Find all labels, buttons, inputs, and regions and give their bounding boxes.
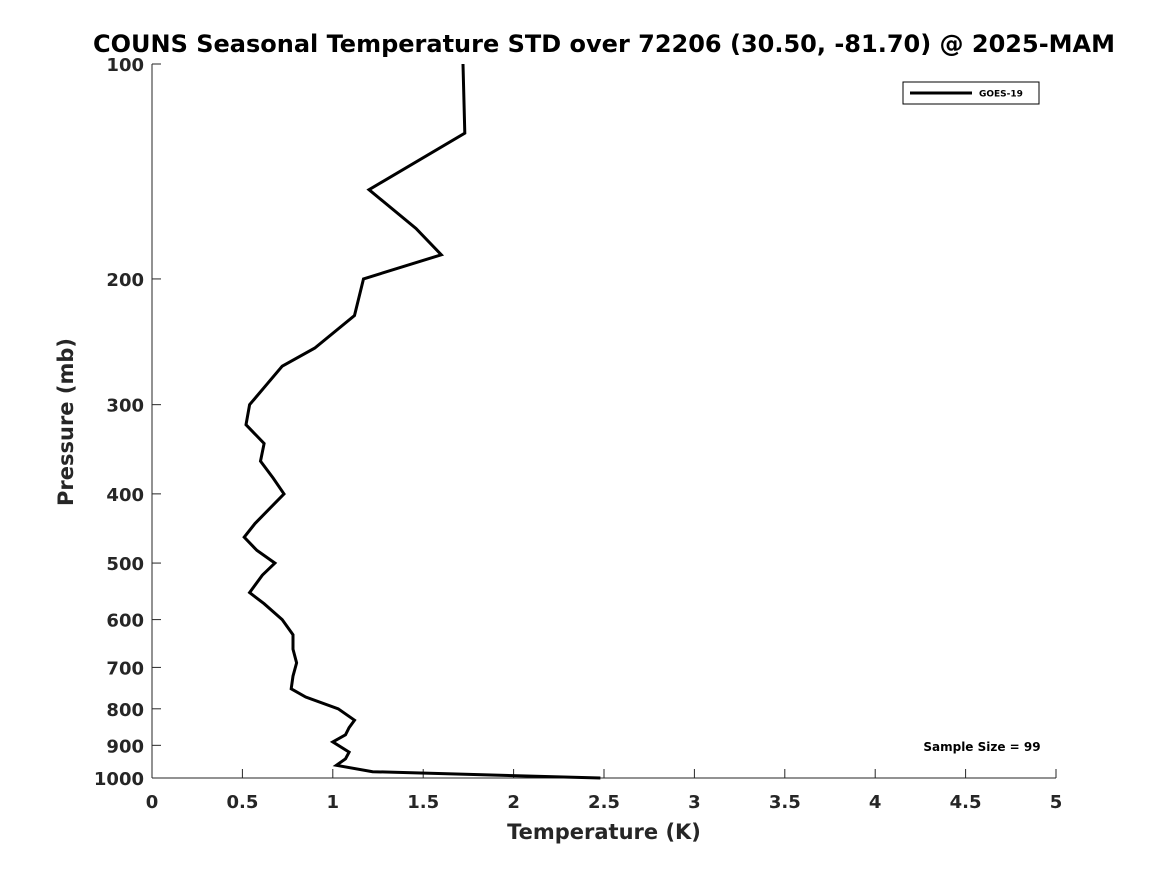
x-tick-label: 5	[1050, 792, 1063, 813]
x-tick-label: 0	[146, 792, 159, 813]
x-tick-label: 2	[507, 792, 520, 813]
y-tick-label: 900	[106, 736, 144, 757]
y-tick-label: 300	[106, 396, 144, 417]
x-tick-label: 4	[869, 792, 882, 813]
y-tick-label: 500	[106, 554, 144, 575]
x-tick-label: 0.5	[226, 792, 258, 813]
y-tick-label: 200	[106, 270, 144, 291]
axis-ticks: 0 0.5 1 1.5 2 2.5 3 3.5 4 4.5 5 100 200 300 400 500 600 7…	[94, 55, 1062, 813]
sample-size-annotation: Sample Size = 99	[923, 740, 1040, 754]
x-tick-label: 3.5	[769, 792, 801, 813]
series-lines	[242, 63, 601, 780]
x-tick-label: 3	[688, 792, 701, 813]
x-tick-label: 2.5	[588, 792, 620, 813]
x-tick-label: 1	[327, 792, 340, 813]
x-axis-label: Temperature (K)	[507, 820, 701, 844]
y-tick-label: 600	[106, 611, 144, 632]
y-tick-label: 800	[106, 700, 144, 721]
chart-title: COUNS Seasonal Temperature STD over 7220…	[93, 30, 1115, 58]
series-line-goes-19	[242, 63, 601, 780]
x-tick-label: 4.5	[950, 792, 982, 813]
y-tick-label: 700	[106, 658, 144, 679]
legend: GOES-19	[902, 81, 1040, 105]
x-tick-label: 1.5	[407, 792, 439, 813]
y-axis-label: Pressure (mb)	[54, 338, 78, 506]
legend-label-goes-19: GOES-19	[979, 90, 1023, 100]
y-tick-label: 400	[106, 485, 144, 506]
plot-axes	[151, 64, 1056, 779]
y-tick-label: 1000	[94, 769, 144, 790]
y-tick-label: 100	[106, 55, 144, 76]
